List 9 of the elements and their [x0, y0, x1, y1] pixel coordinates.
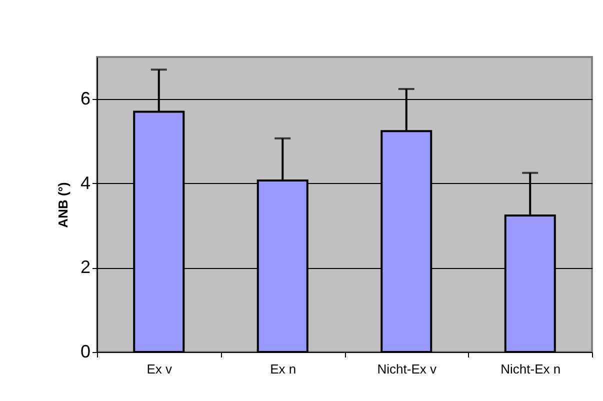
y-tick-label: 2 [80, 257, 90, 278]
y-axis-title: ANB (°) [55, 182, 70, 228]
x-tick-label: Ex n [270, 362, 296, 376]
y-tick-label: 0 [80, 342, 90, 362]
y-tick-label: 4 [80, 172, 90, 193]
x-tick-label: Nicht-Ex v [377, 362, 437, 376]
x-tick-label: Ex v [146, 362, 173, 376]
x-tick-label: Nicht-Ex n [500, 362, 561, 376]
y-tick-label: 6 [80, 88, 90, 109]
